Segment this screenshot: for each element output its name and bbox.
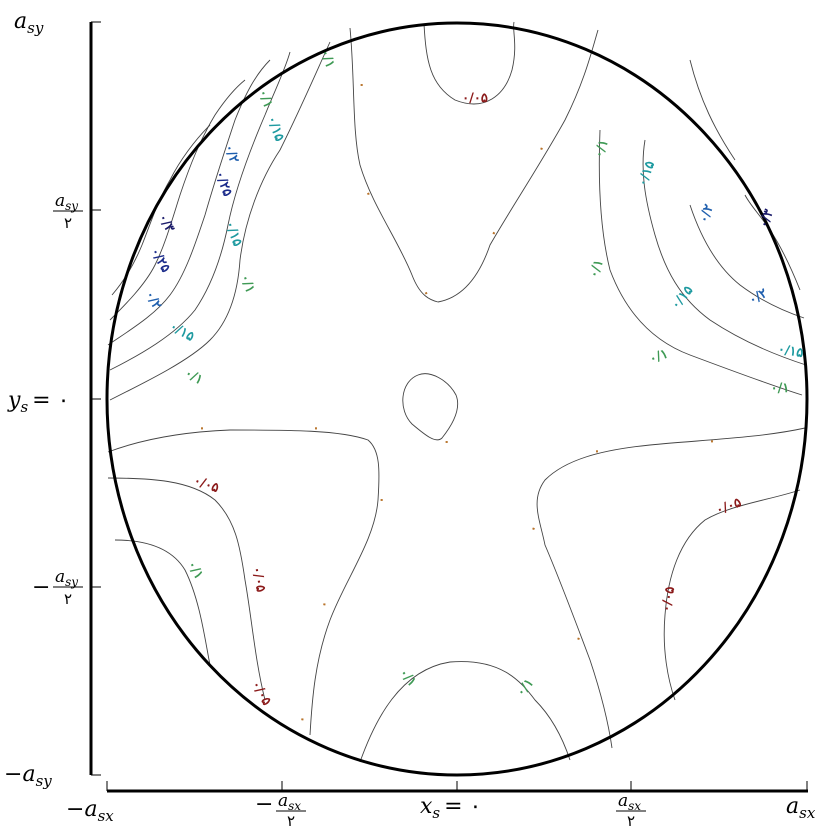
- contour-label-7: ۰: [199, 421, 206, 436]
- contour-label-3: ۰: [360, 188, 376, 200]
- x-label-right: asx: [786, 794, 816, 822]
- y-label-zero: ys = ۰: [7, 388, 69, 416]
- contour-label-13: ۰: [374, 497, 389, 504]
- svg-text:٢: ٢: [627, 812, 635, 826]
- svg-text:asx: asx: [278, 791, 301, 813]
- contour-right-zero: [536, 427, 806, 749]
- contour-label-30: ۰/۱: [237, 272, 257, 295]
- contour-right-lower-005: [663, 489, 801, 701]
- contour-label-28: ۰/۲۵: [212, 169, 235, 198]
- contour-label-23: ۰/۱: [514, 676, 538, 700]
- x-label-zero: xs = ۰: [420, 794, 481, 822]
- domain-boundary: [105, 21, 809, 777]
- contour-right-015: [642, 139, 807, 366]
- contour-label-6: ۰: [439, 439, 454, 446]
- svg-text:asx: asx: [786, 794, 816, 822]
- contour-label-19: ۰: [570, 633, 586, 645]
- contour-label-2: ۰: [533, 143, 549, 155]
- contour-label-36: ۰/۱: [591, 137, 611, 160]
- contour-label-27: ۰/۲: [221, 142, 242, 165]
- contour-left-lower-01: [114, 539, 211, 666]
- svg-text:ys= ۰: ys = ۰: [7, 388, 69, 416]
- contour-label-17: ۰/۰۵: [659, 585, 678, 613]
- y-label-neghalf: − asy ٢: [32, 567, 83, 608]
- contour-top-center-b: [437, 29, 599, 303]
- contour-left-lower-005: [107, 477, 266, 701]
- contour-left-02: [107, 59, 271, 346]
- contour-label-35: ۰/۱: [182, 366, 206, 388]
- contour-left-025: [109, 79, 246, 321]
- contour-left-015: [109, 51, 291, 371]
- contour-center-loop: [402, 373, 458, 441]
- contour-label-37: ۰/۱۵: [635, 159, 658, 188]
- y-label-bottom: −asy: [4, 762, 52, 790]
- svg-text:asy: asy: [55, 191, 78, 213]
- x-label-half: asx ٢: [616, 791, 646, 830]
- svg-text:−: −: [32, 575, 50, 600]
- contour-label-29: ۰/۱۵: [222, 219, 245, 248]
- x-label-left: −asx: [66, 797, 114, 825]
- contour-label-16: ۰/۰۵: [249, 565, 268, 593]
- contour-right-025: [744, 194, 801, 291]
- contour-label-44: ۰/۱: [647, 346, 670, 366]
- svg-text:٢: ٢: [64, 214, 72, 232]
- contour-label-9: ۰: [709, 434, 716, 449]
- svg-text:−: −: [255, 792, 273, 817]
- contour-label-42: ۰/۲: [746, 286, 770, 308]
- contour-label-24: ۰/۱: [317, 47, 337, 70]
- contour-label-14: ۰: [525, 523, 541, 535]
- contour-label-41: ۰/۱۵: [668, 283, 696, 312]
- contour-label-43: ۰/۱۵: [777, 342, 805, 361]
- contour-lines: [107, 21, 807, 763]
- svg-text:xs= ۰: xs = ۰: [420, 794, 481, 822]
- contour-label-22: ۰/۱: [396, 666, 420, 690]
- contour-label-12: ۰/۰۵: [714, 495, 743, 518]
- y-label-top: asy: [14, 9, 44, 37]
- contour-label-5: ۰: [418, 286, 434, 300]
- contour-label-45: ۰/۱: [771, 381, 790, 396]
- contour-label-8: ۰: [313, 421, 320, 436]
- contour-label-38: ۰/۲: [696, 202, 717, 225]
- contour-top-center-a: [349, 27, 439, 303]
- contour-left-zero: [107, 429, 380, 736]
- svg-text:asy: asy: [14, 9, 44, 37]
- svg-text:asx: asx: [618, 791, 641, 813]
- contour-bottom-01: [359, 661, 571, 763]
- contour-label-10: ۰: [594, 444, 601, 459]
- contour-label-1: ۰/۰۵: [462, 91, 488, 106]
- contour-label-25: ۰/۱۵: [264, 114, 287, 143]
- contour-label-34: ۰/۱۵: [167, 319, 197, 345]
- contour-label-21: ۰: [295, 715, 311, 724]
- contour-label-0: ۰: [354, 82, 369, 89]
- contour-top-005: [423, 21, 516, 105]
- contour-label-11: ۰/۰۵: [192, 473, 221, 496]
- svg-text:٢: ٢: [64, 590, 72, 608]
- x-label-neghalf: − asx ٢: [255, 791, 306, 830]
- contour-right-top: [689, 59, 736, 161]
- contour-label-18: ۰: [317, 600, 333, 609]
- svg-text:−asy: −asy: [4, 762, 52, 790]
- contour-label-33: ۰/۲: [142, 288, 164, 312]
- contour-label-40: ۰/۱: [586, 257, 606, 280]
- contour-right-02: [689, 204, 805, 319]
- contour-left-01: [109, 41, 331, 401]
- contour-right-01: [598, 129, 803, 396]
- svg-text:٢: ٢: [287, 812, 295, 826]
- contour-label-39: ۰/۳: [756, 207, 777, 230]
- svg-text:asy: asy: [55, 567, 78, 589]
- y-label-half: asy ٢: [53, 191, 83, 232]
- contour-label-15: ۰/۱: [184, 558, 206, 582]
- svg-text:−asx: −asx: [66, 797, 114, 825]
- contour-label-32: ۰/۲۵: [147, 245, 173, 275]
- contour-label-26: ۰/۱: [255, 87, 275, 110]
